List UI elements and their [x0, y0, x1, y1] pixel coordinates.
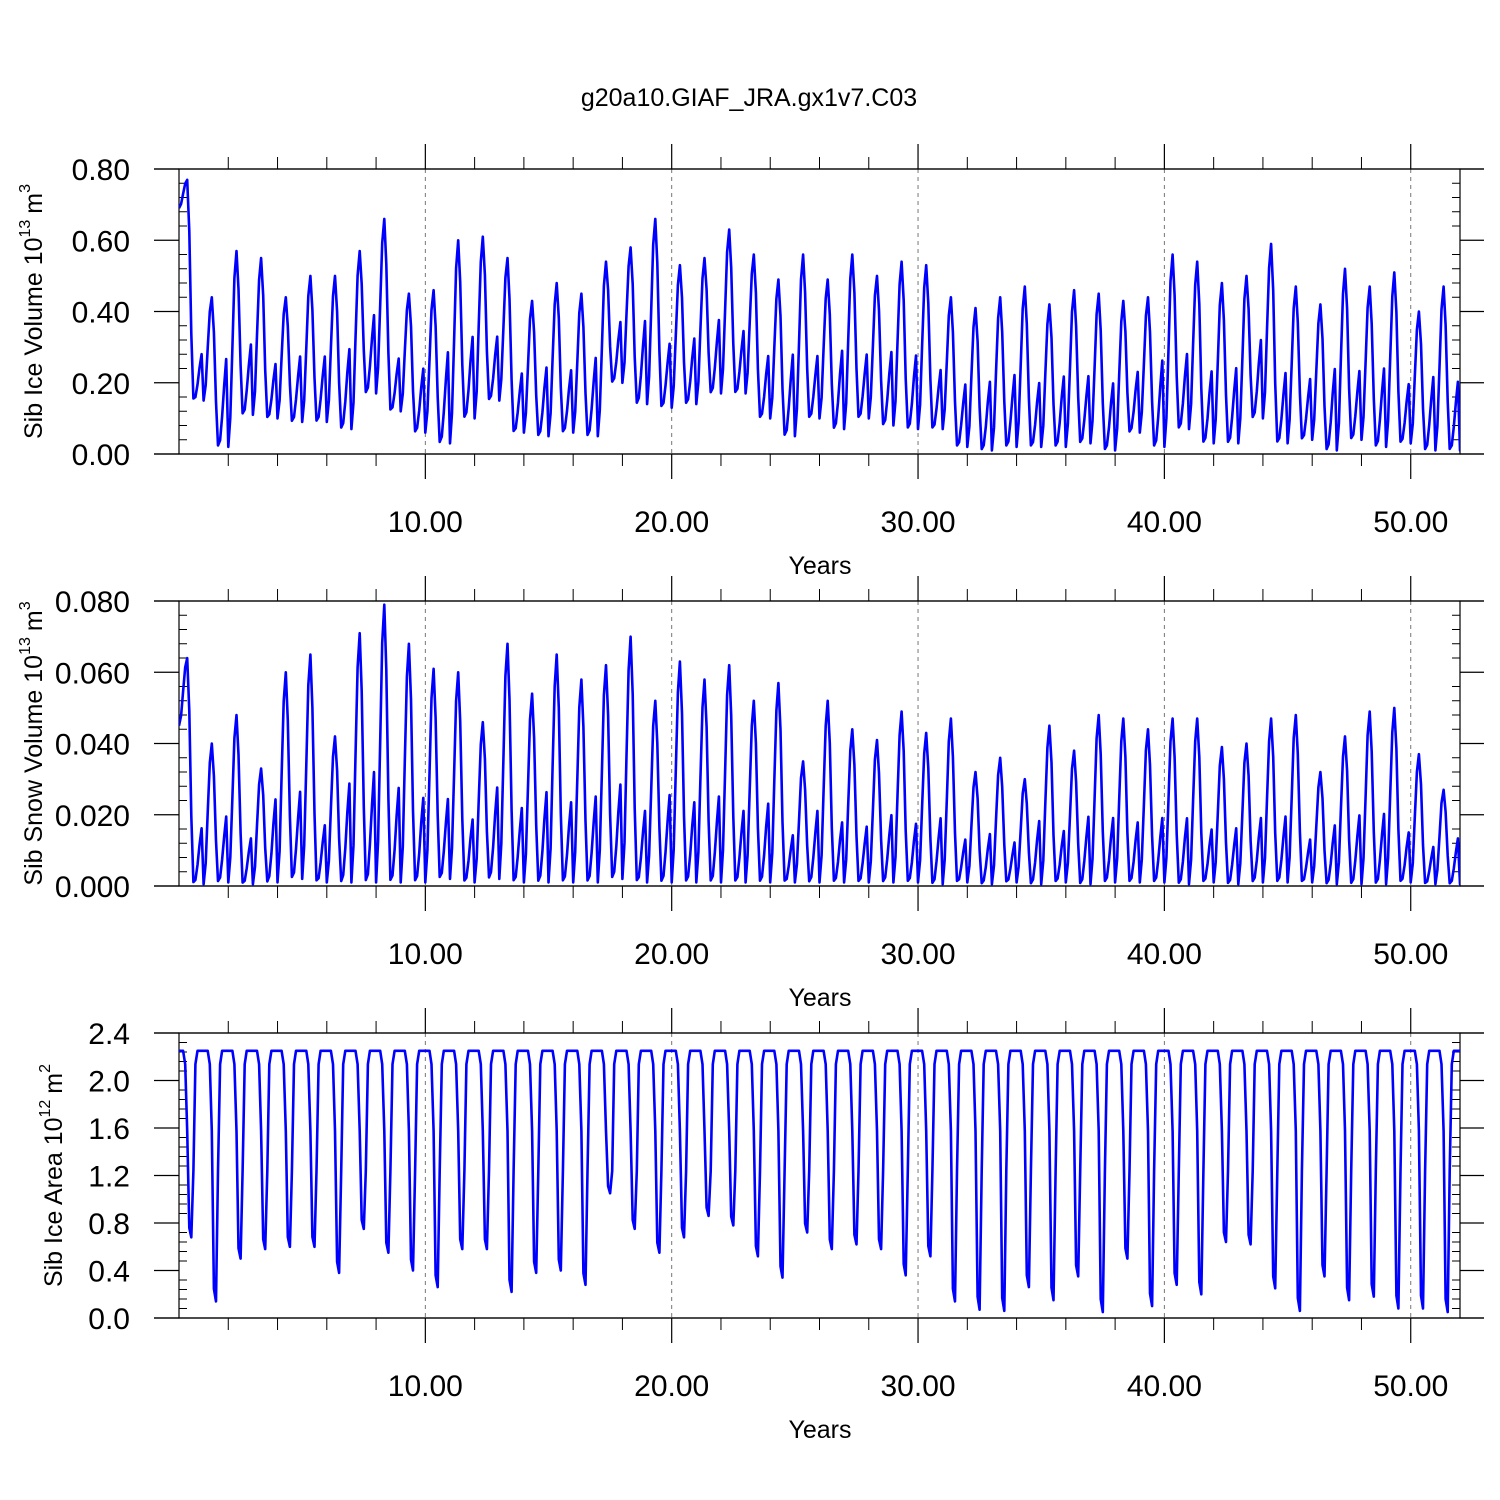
panel-snow-volume: 0.000 0.020 0.040 0.060 0.080 10.00 20.00 30.00…	[17, 576, 1484, 1012]
y-tick-label: 0.020	[55, 800, 130, 833]
x-tick-label: 40.00	[1127, 1370, 1202, 1403]
series-line	[179, 1049, 1460, 1314]
y-axis-label-text: Sib Ice Volume 10	[20, 238, 48, 440]
y-axis-label-text: Sib Snow Volume 10	[20, 655, 48, 886]
y-tick-label: 0.040	[55, 729, 130, 762]
y-axis-label: Sib Ice Area 1012 m2	[37, 1064, 68, 1287]
x-tick-label: 10.00	[388, 506, 463, 539]
x-tick-label: 20.00	[634, 938, 709, 971]
y-tick-label: 1.6	[88, 1113, 130, 1146]
x-axis-label: Years	[788, 552, 851, 580]
chart-title: g20a10.GIAF_JRA.gx1v7.C03	[581, 84, 917, 112]
series-line	[179, 603, 1460, 886]
x-tick-label: 10.00	[388, 1370, 463, 1403]
series-line	[179, 178, 1460, 452]
x-axis-label: Years	[788, 1416, 851, 1444]
y-tick-label: 0.060	[55, 657, 130, 690]
y-axis-label-exponent: 12	[37, 1100, 54, 1118]
panel-ice-area: 0.0 0.4 0.8 1.2 1.6 2.0 2.4 10.00 20.00 30.00 40.0…	[37, 1008, 1484, 1444]
y-tick-label: 0.4	[88, 1256, 130, 1289]
y-tick-label: 0.8	[88, 1208, 130, 1241]
x-tick-label: 40.00	[1127, 938, 1202, 971]
y-axis-label-unit: m	[20, 610, 48, 631]
y-tick-label: 0.00	[72, 439, 130, 472]
y-tick-label: 0.20	[72, 368, 130, 401]
y-axis-label-exponent: 13	[17, 637, 34, 655]
x-tick-label: 10.00	[388, 938, 463, 971]
x-tick-label: 50.00	[1373, 1370, 1448, 1403]
x-tick-label: 40.00	[1127, 506, 1202, 539]
panel-ice-volume: 0.00 0.20 0.40 0.60 0.80 10.00 20.00 30.00 40.00…	[17, 144, 1484, 580]
y-axis-label-unit-exponent: 3	[17, 601, 34, 610]
y-tick-label: 2.4	[88, 1018, 130, 1051]
x-tick-label: 30.00	[880, 506, 955, 539]
y-axis-label-unit-exponent: 2	[37, 1064, 54, 1073]
y-axis-label: Sib Snow Volume 1013 m3	[17, 601, 48, 885]
x-tick-label: 20.00	[634, 1370, 709, 1403]
y-tick-label: 2.0	[88, 1066, 130, 1099]
y-axis-label-exponent: 13	[17, 220, 34, 238]
y-tick-label: 0.080	[55, 586, 130, 619]
x-axis-label: Years	[788, 984, 851, 1012]
x-tick-label: 30.00	[880, 1370, 955, 1403]
y-axis-label-unit: m	[20, 193, 48, 214]
y-tick-label: 0.80	[72, 154, 130, 187]
y-axis-label-unit-exponent: 3	[17, 184, 34, 193]
y-tick-label: 0.0	[88, 1303, 130, 1336]
y-axis-label: Sib Ice Volume 1013 m3	[17, 184, 48, 439]
y-tick-label: 0.60	[72, 225, 130, 258]
y-tick-label: 0.40	[72, 297, 130, 330]
x-tick-label: 20.00	[634, 506, 709, 539]
x-tick-label: 50.00	[1373, 506, 1448, 539]
y-tick-label: 1.2	[88, 1161, 130, 1194]
x-tick-label: 50.00	[1373, 938, 1448, 971]
y-axis-label-unit: m	[40, 1073, 68, 1094]
y-tick-label: 0.000	[55, 871, 130, 904]
y-axis-label-text: Sib Ice Area 10	[40, 1117, 68, 1287]
x-tick-label: 30.00	[880, 938, 955, 971]
